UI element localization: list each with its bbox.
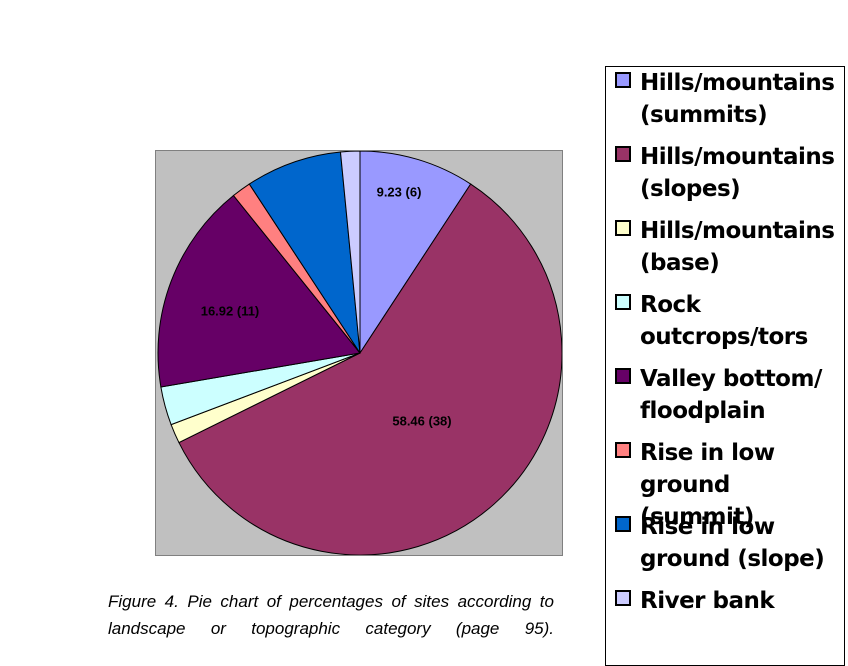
legend-label: Hills/mountains (slopes)	[640, 144, 835, 202]
legend-label: Hills/mountains (summits)	[640, 70, 835, 128]
legend: Hills/mountains (summits) Hills/mountains…	[605, 66, 845, 666]
pie-slice-4	[157, 194, 361, 388]
slice-data-label-1: 58.46 (38)	[392, 413, 451, 428]
pie-slice-7	[339, 151, 361, 354]
legend-label: Rise in low ground (slope)	[640, 514, 825, 572]
legend-swatch	[615, 220, 631, 236]
slice-data-label-0: 9.23 (6)	[377, 184, 422, 199]
legend-swatch	[615, 294, 631, 310]
legend-label: Rise in low ground (summit)	[640, 440, 775, 530]
pie-slice-6	[248, 151, 361, 354]
pie-plot-area: 9.23 (6) 58.46 (38) 16.92 (11)	[155, 150, 563, 556]
pie-chart: 9.23 (6) 58.46 (38) 16.92 (11)	[157, 151, 562, 555]
pie-slice-0	[359, 151, 472, 355]
legend-swatch	[615, 442, 631, 458]
legend-label: River bank	[640, 588, 775, 614]
legend-label: Rock outcrops/tors	[640, 292, 808, 350]
legend-swatch	[615, 516, 631, 532]
legend-label: Hills/mountains (base)	[640, 218, 835, 276]
legend-label: Valley bottom/ floodplain	[640, 366, 822, 424]
legend-swatch	[615, 368, 631, 384]
legend-swatch	[615, 590, 631, 606]
pie-slice-1	[178, 183, 562, 555]
figure-caption: Figure 4. Pie chart of percentages of si…	[108, 592, 554, 638]
legend-swatch	[615, 146, 631, 162]
slice-data-label-4: 16.92 (11)	[201, 303, 260, 318]
legend-swatch	[615, 72, 631, 88]
